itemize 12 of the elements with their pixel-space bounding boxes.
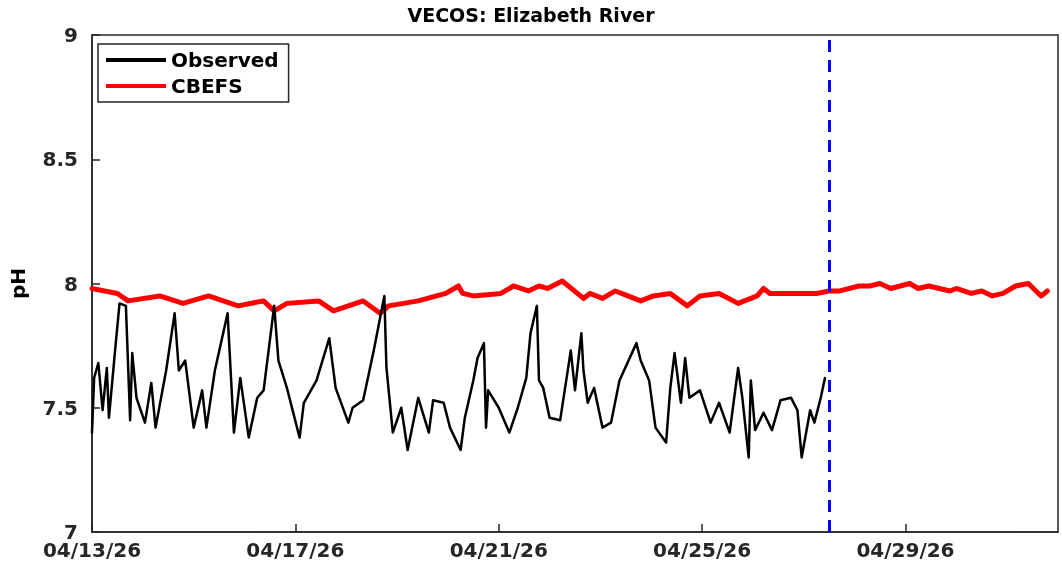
legend-label: CBEFS (171, 74, 243, 98)
x-tick-label: 04/21/26 (449, 538, 548, 562)
legend-label: Observed (171, 48, 279, 72)
y-tick-label: 7.5 (42, 395, 78, 420)
y-tick-label: 9 (64, 23, 78, 47)
x-tick-label: 04/29/26 (856, 538, 955, 562)
chart-title: VECOS: Elizabeth River (407, 3, 656, 26)
x-tick-label: 04/17/26 (246, 538, 345, 562)
y-tick-label: 8.5 (42, 147, 78, 172)
y-axis-title: pH (6, 267, 30, 300)
y-tick-label: 8 (64, 271, 78, 296)
x-tick-label: 04/25/26 (653, 538, 752, 562)
